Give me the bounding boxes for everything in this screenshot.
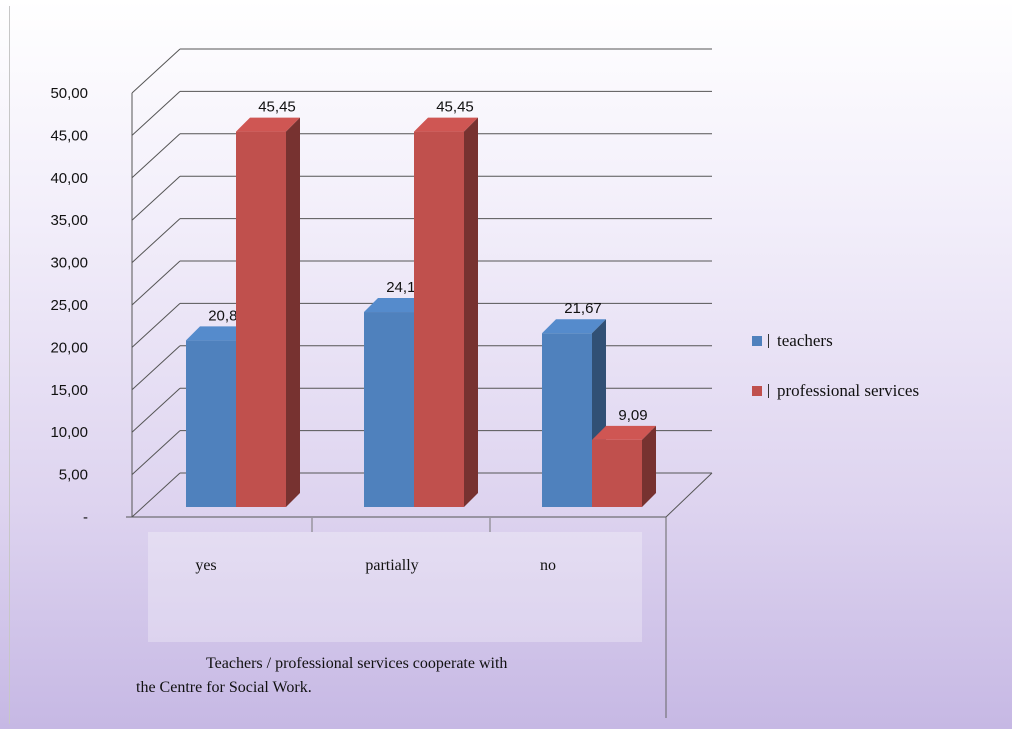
bar-top-no-professional-services [592, 425, 656, 440]
bar-top-no-teachers [542, 319, 606, 334]
bar-top-yes-teachers [186, 326, 250, 341]
y-tick-label: 50,00 [50, 85, 88, 102]
gridline-side [131, 345, 181, 391]
bar-top-partially-professional-services [414, 117, 478, 132]
bar-side-no-professional-services [642, 425, 656, 507]
data-label-yes-professional-services: 45,45 [258, 99, 296, 116]
bar-side-yes-professional-services [286, 117, 300, 508]
y-tick-label: 45,00 [50, 127, 88, 144]
bar-side-partially-professional-services [464, 117, 478, 508]
data-label-no-teachers: 21,67 [564, 300, 602, 317]
caption-line-1: Teachers / professional services coopera… [206, 655, 508, 672]
bar-top-yes-professional-services [236, 117, 300, 132]
legend: teachers professional services [752, 330, 919, 430]
caption-line-2: the Centre for Social Work. [136, 679, 312, 696]
bar-front-no-professional-services [592, 439, 642, 507]
y-tick-label: 10,00 [50, 424, 88, 441]
legend-label-professional-services: professional services [777, 381, 920, 400]
data-label-no-professional-services: 9,09 [618, 407, 647, 424]
gridline-side [131, 303, 181, 348]
gridline-side [131, 175, 181, 221]
chart-caption: Teachers / professional services coopera… [136, 652, 696, 700]
legend-item-professional-services: professional services [752, 380, 919, 402]
legend-item-teachers: teachers [752, 330, 919, 352]
category-label-no: no [540, 557, 556, 574]
bar-front-yes-professional-services [236, 131, 286, 508]
legend-label-teachers: teachers [777, 331, 833, 350]
legend-marker [768, 384, 769, 398]
y-tick-label: 35,00 [50, 212, 88, 229]
bar-front-yes-teachers [186, 340, 236, 507]
bar-front-no-teachers [542, 333, 592, 507]
bar-front-partially-teachers [364, 312, 414, 507]
bar-front-partially-professional-services [414, 131, 464, 508]
category-label-yes: yes [195, 557, 216, 574]
legend-swatch-professional-services [752, 386, 762, 396]
gridline-side [131, 472, 181, 518]
category-band [148, 532, 642, 642]
gridline-side [131, 260, 181, 306]
legend-marker [768, 334, 769, 348]
gridline-side [131, 133, 181, 179]
y-tick-label: 40,00 [50, 170, 88, 187]
y-tick-label: 15,00 [50, 382, 88, 399]
data-label-partially-professional-services: 45,45 [436, 99, 474, 116]
gridline-side [131, 48, 181, 94]
y-tick-label: - [83, 509, 88, 526]
y-tick-label: 30,00 [50, 255, 88, 272]
gridline-side [131, 387, 181, 433]
gridline-side [131, 91, 181, 136]
gridline-side [131, 430, 181, 475]
y-tick-label: 25,00 [50, 297, 88, 314]
frame-border [9, 6, 10, 724]
gridline-side [131, 218, 181, 263]
bar-top-partially-teachers [364, 298, 428, 313]
y-tick-label: 5,00 [59, 467, 88, 484]
legend-swatch-teachers [752, 336, 762, 346]
floor-right-edge [665, 472, 713, 518]
category-label-partially: partially [365, 557, 418, 574]
y-tick-label: 20,00 [50, 339, 88, 356]
